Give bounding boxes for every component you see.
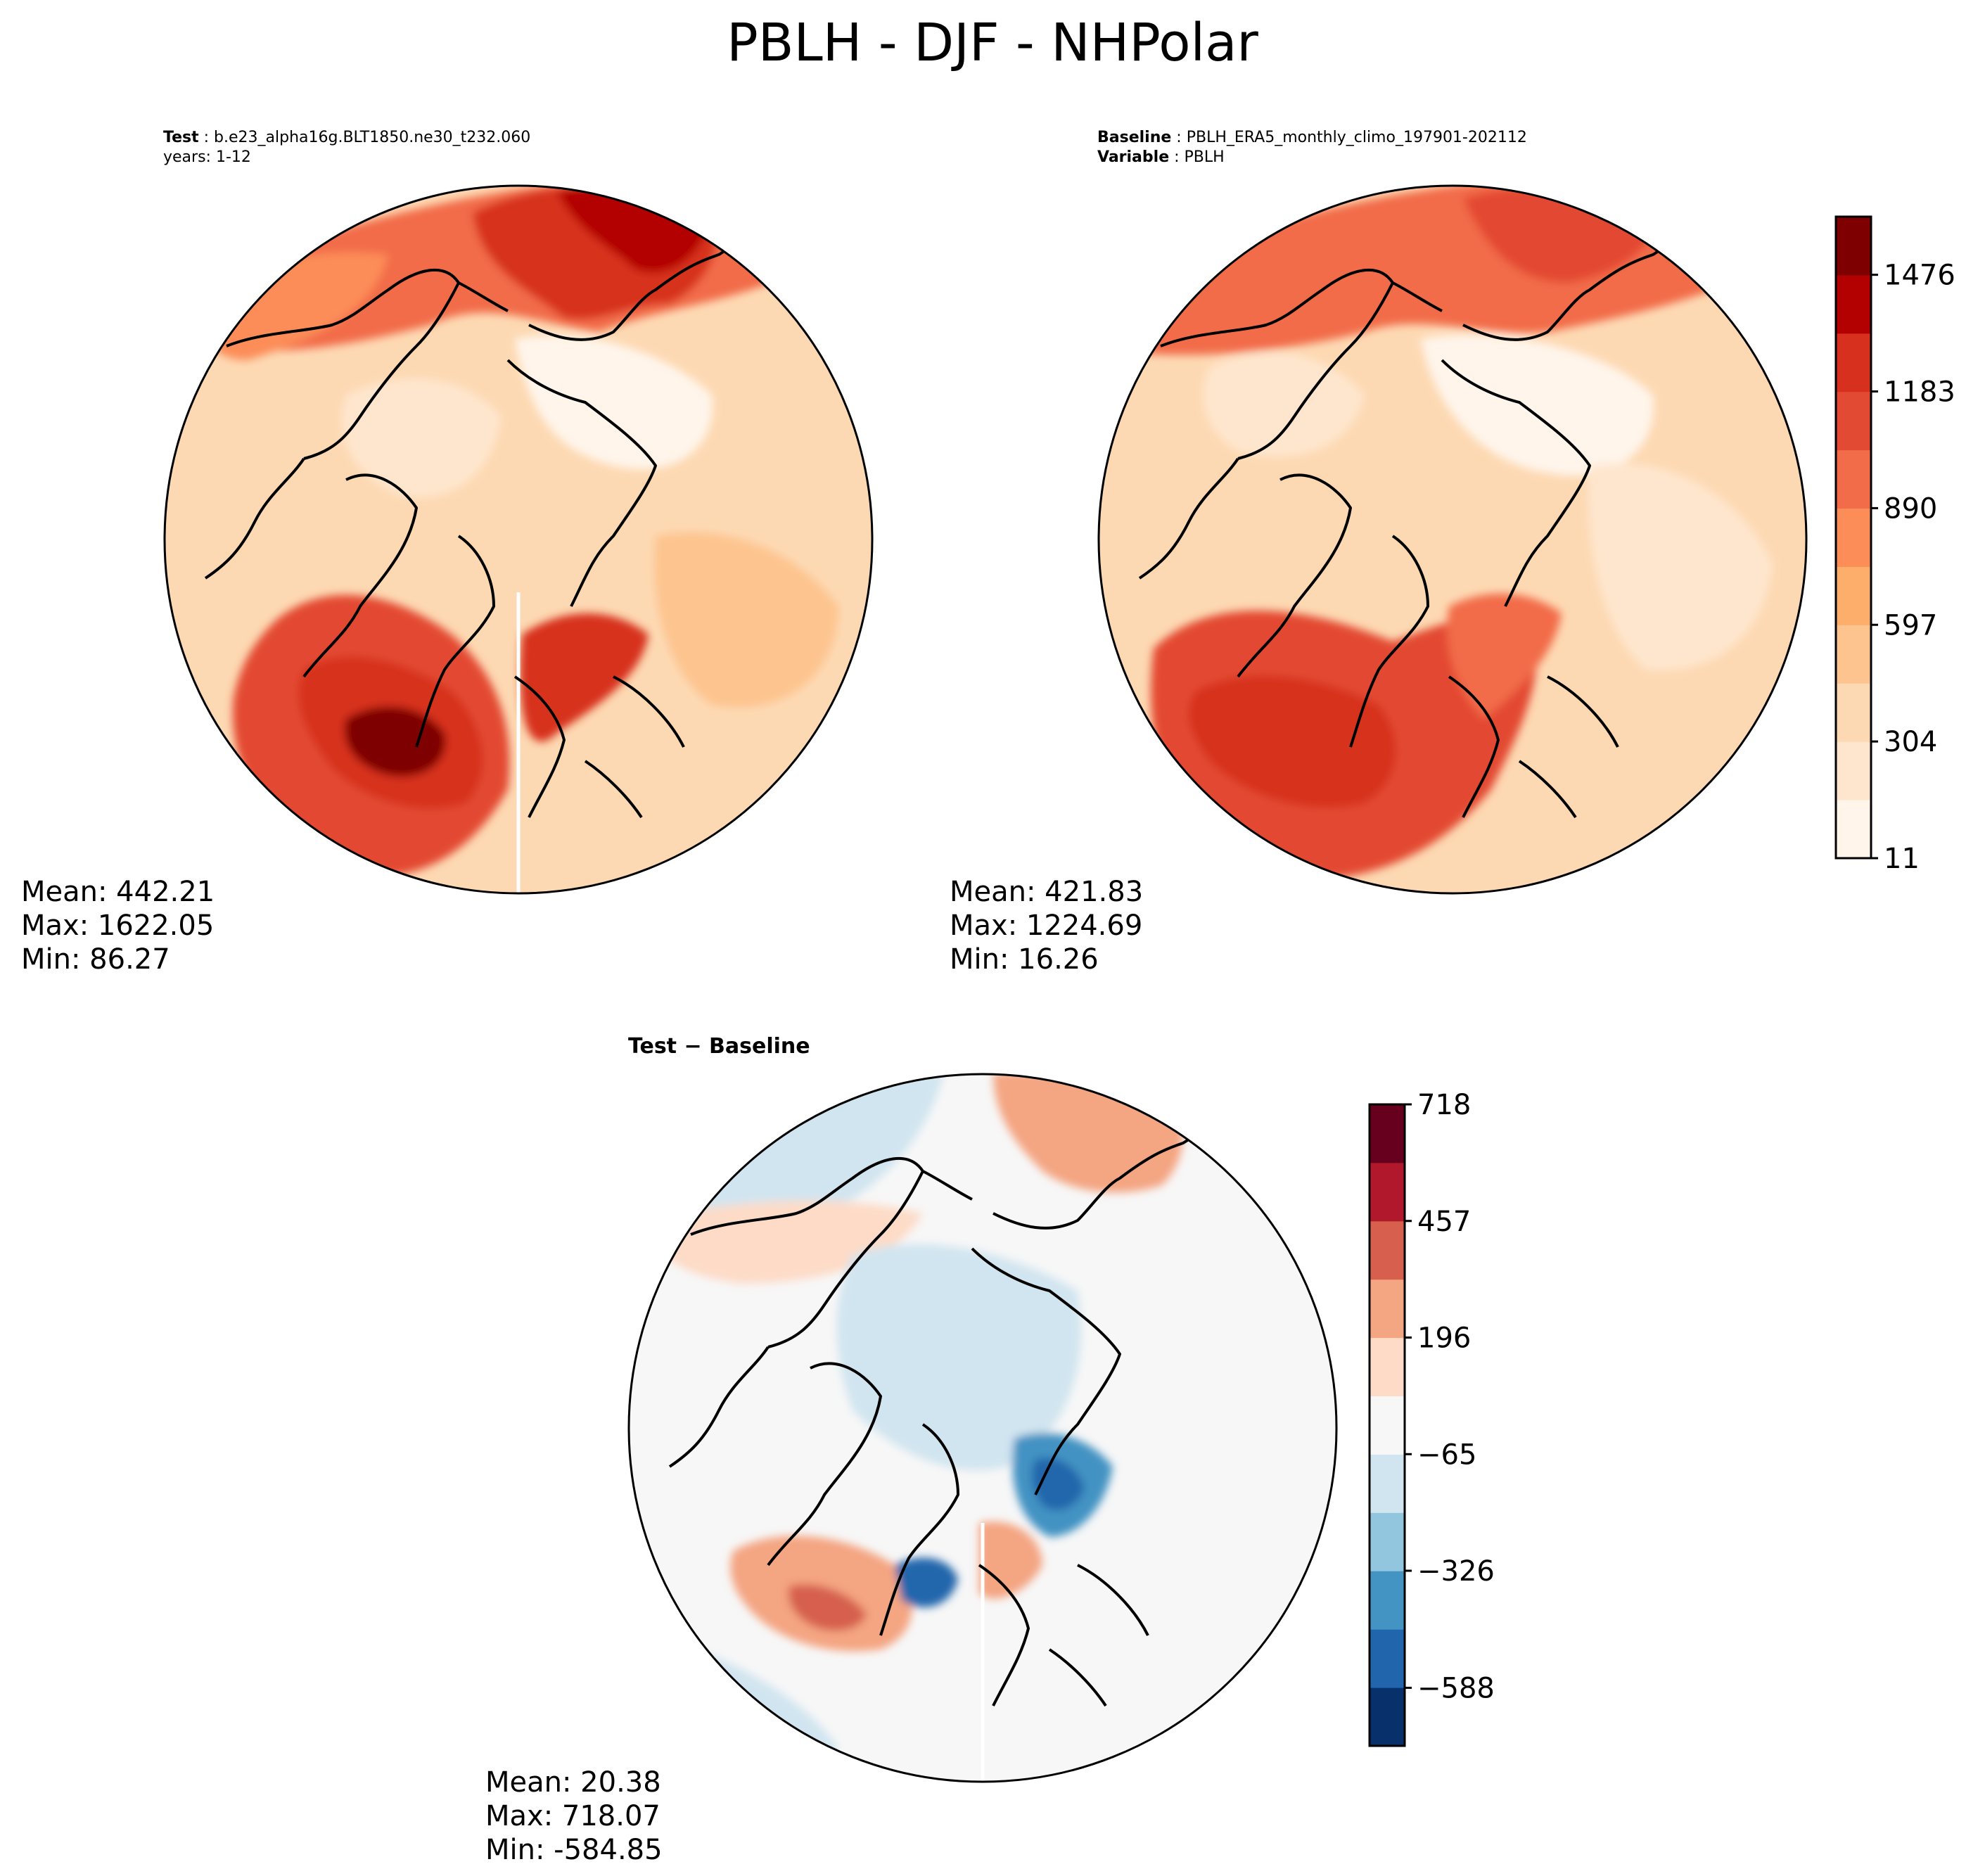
diff-field-barents-core — [1031, 1457, 1085, 1510]
test-field-siberia-low — [341, 378, 501, 498]
pblh-colorbar-tick-label: 890 — [1884, 492, 1937, 525]
pblh-colorbar-swatch — [1836, 741, 1871, 800]
diff-colorbar-frame — [1368, 1103, 1406, 1747]
test-case-name: b.e23_alpha16g.BLT1850.ne30_t232.060 — [214, 129, 531, 146]
test-panel-header: Test : b.e23_alpha16g.BLT1850.ne30_t232.… — [163, 129, 531, 166]
pblh-colorbar-tick-label: 11 — [1884, 843, 1920, 875]
diff-min: Min: -584.85 — [485, 1834, 663, 1866]
baseline-case-name: PBLH_ERA5_monthly_climo_197901-202112 — [1186, 129, 1527, 146]
diff-max: Max: 718.07 — [485, 1800, 660, 1832]
variable-label: Variable — [1097, 148, 1170, 166]
diff-field-arctic-negative — [836, 1244, 1082, 1471]
test-mean: Mean: 442.21 — [21, 876, 215, 908]
baseline-map — [1097, 184, 1808, 895]
diff-colorbar-swatch — [1370, 1629, 1405, 1688]
test-field-atlantic-max — [345, 706, 446, 777]
pblh-colorbar: 11 304 597 890 1183 1476 — [1834, 215, 1955, 875]
pblh-colorbar-swatch — [1836, 800, 1871, 859]
pblh-colorbar-swatch — [1836, 508, 1871, 567]
diff-field-atlantic-core — [788, 1584, 867, 1631]
pblh-colorbar-swatch — [1836, 217, 1871, 276]
pblh-colorbar-tick-label: 304 — [1884, 726, 1937, 758]
test-field-eurasia-east — [654, 532, 838, 708]
diff-colorbar-swatch — [1370, 1512, 1405, 1571]
test-max: Max: 1622.05 — [21, 910, 215, 942]
diff-colorbar-tick-label: 457 — [1417, 1206, 1471, 1238]
figure-title: PBLH - DJF - NHPolar — [727, 13, 1258, 73]
diff-colorbar: −588 −326 −65 196 457 718 — [1368, 1089, 1495, 1747]
test-field-arctic-low — [515, 335, 713, 470]
diff-colorbar-swatch — [1370, 1571, 1405, 1630]
pblh-colorbar-tick-label: 1183 — [1884, 376, 1955, 409]
pblh-colorbar-swatch — [1836, 333, 1871, 393]
diff-colorbar-swatch — [1370, 1454, 1405, 1513]
baseline-field-atlantic-core — [1188, 675, 1396, 808]
diff-colorbar-tick-label: −65 — [1417, 1438, 1476, 1471]
diff-map-boundary — [627, 1073, 1338, 1783]
diff-colorbar-swatch — [1370, 1279, 1405, 1339]
baseline-label: Baseline — [1097, 129, 1172, 146]
test-map — [163, 184, 874, 895]
diff-stats: Mean: 20.38 Max: 718.07 Min: -584.85 — [485, 1766, 663, 1867]
diff-map — [627, 1073, 1338, 1783]
baseline-mean: Mean: 421.83 — [950, 876, 1144, 908]
diff-colorbar-tick-label: −326 — [1417, 1555, 1495, 1588]
baseline-panel-header: Baseline : PBLH_ERA5_monthly_climo_19790… — [1097, 129, 1527, 166]
pblh-colorbar-swatch — [1836, 274, 1871, 334]
pblh-colorbar-frame — [1834, 215, 1872, 860]
test-min: Min: 86.27 — [21, 943, 170, 976]
diff-panel-title: Test − Baseline — [628, 1034, 810, 1059]
pblh-colorbar-swatch — [1836, 391, 1871, 451]
test-label: Test — [163, 129, 199, 146]
diff-colorbar-swatch — [1370, 1162, 1405, 1222]
pblh-colorbar-tick-label: 597 — [1884, 609, 1937, 642]
diff-mean: Mean: 20.38 — [485, 1766, 661, 1799]
diff-colorbar-tick-label: 718 — [1417, 1089, 1471, 1121]
diff-colorbar-swatch — [1370, 1220, 1405, 1280]
diff-colorbar-swatch — [1370, 1396, 1405, 1455]
baseline-field-norwegian-sea — [1447, 593, 1562, 719]
pblh-colorbar-tick-label: 1476 — [1884, 260, 1955, 292]
diff-field-greenland-negative — [895, 1557, 958, 1607]
baseline-min: Min: 16.26 — [950, 943, 1099, 976]
test-years: years: 1-12 — [163, 148, 251, 166]
variable-name: PBLH — [1184, 148, 1225, 166]
pblh-colorbar-swatch — [1836, 449, 1871, 509]
test-map-boundary — [163, 184, 874, 895]
diff-coastlines — [668, 1114, 1240, 1707]
diff-colorbar-swatch — [1370, 1104, 1405, 1163]
diff-field-norway-positive — [979, 1521, 1042, 1599]
baseline-coastlines — [1138, 225, 1710, 819]
pblh-colorbar-swatch — [1836, 566, 1871, 625]
baseline-field-eurasia-east — [1588, 463, 1773, 671]
test-field-norwegian-sea — [520, 613, 649, 742]
pblh-colorbar-swatch — [1836, 683, 1871, 742]
baseline-map-boundary — [1097, 184, 1808, 895]
baseline-field-arctic-low — [1421, 334, 1654, 476]
baseline-stats: Mean: 421.83 Max: 1224.69 Min: 16.26 — [950, 875, 1143, 976]
pblh-colorbar-swatch — [1836, 625, 1871, 684]
diff-colorbar-swatch — [1370, 1337, 1405, 1397]
diff-colorbar-tick-label: −588 — [1417, 1672, 1495, 1704]
test-stats: Mean: 442.21 Max: 1622.05 Min: 86.27 — [21, 875, 215, 976]
diff-colorbar-swatch — [1370, 1687, 1405, 1747]
diff-colorbar-tick-label: 196 — [1417, 1322, 1471, 1355]
baseline-field-siberia-low — [1203, 352, 1365, 457]
baseline-max: Max: 1224.69 — [950, 910, 1143, 942]
